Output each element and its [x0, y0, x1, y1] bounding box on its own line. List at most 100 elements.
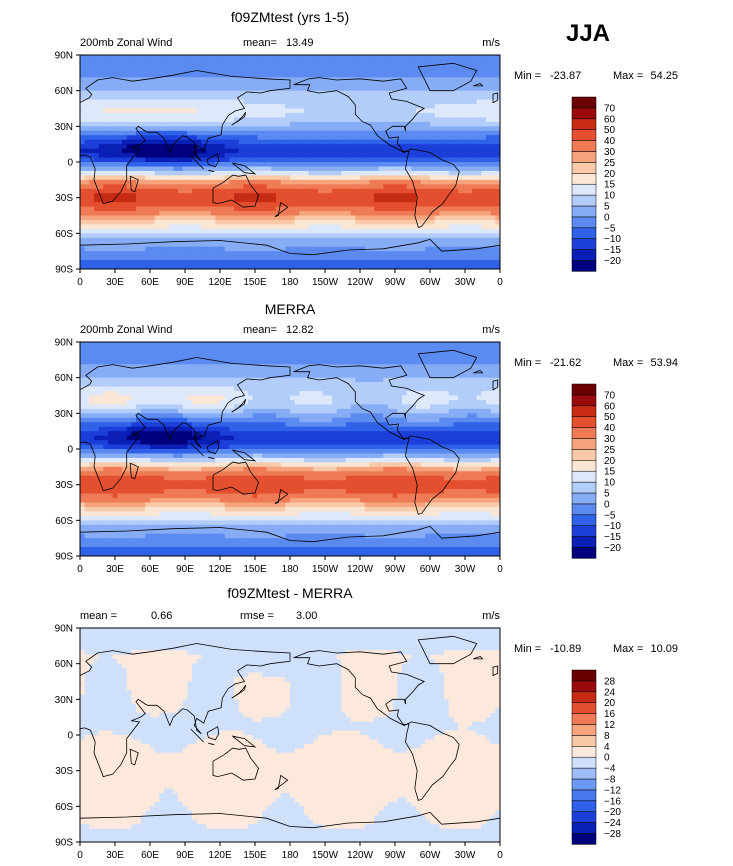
contour-cell: [476, 166, 482, 172]
contour-cell: [89, 264, 95, 269]
contour-cell: [420, 364, 426, 370]
contour-cell: [402, 264, 408, 269]
contour-cell: [168, 104, 174, 110]
contour-cell: [108, 368, 114, 374]
contour-cell: [234, 86, 240, 92]
contour-cell: [192, 55, 198, 61]
contour-cell: [322, 264, 328, 269]
contour-cell: [257, 63, 263, 69]
contour-cell: [262, 112, 268, 119]
contour-cell: [434, 359, 440, 365]
contour-cell: [472, 188, 478, 194]
contour-cell: [411, 233, 417, 239]
contour-cell: [84, 206, 90, 212]
contour-cell: [145, 86, 151, 92]
contour-cell: [481, 260, 487, 266]
contour-cell: [215, 184, 221, 190]
contour-cell: [182, 153, 188, 159]
contour-cell: [234, 193, 240, 199]
contour-cell: [374, 99, 380, 105]
contour-cell: [168, 228, 174, 234]
contour-cell: [145, 255, 151, 261]
contour-cell: [98, 95, 104, 101]
contour-cell: [364, 108, 370, 114]
contour-cell: [154, 242, 160, 248]
contour-cell: [112, 202, 118, 208]
contour-cell: [257, 255, 263, 261]
contour-cell: [346, 81, 352, 87]
contour-cell: [290, 350, 296, 356]
contour-cell: [178, 211, 184, 217]
contour-cell: [271, 193, 277, 199]
contour-cell: [145, 130, 151, 136]
contour-cell: [294, 364, 300, 370]
contour-cell: [243, 117, 249, 123]
contour-cell: [150, 237, 156, 243]
contour-cell: [234, 72, 240, 78]
contour-cell: [196, 202, 202, 208]
coastline: [80, 70, 291, 205]
contour-cell: [182, 359, 188, 365]
contour-cell: [136, 193, 142, 199]
contour-cell: [196, 255, 202, 261]
contour-cell: [444, 130, 450, 136]
contour-cell: [392, 175, 398, 181]
contour-cell: [411, 206, 417, 212]
contour-cell: [490, 86, 496, 92]
contour-cell: [322, 237, 328, 243]
contour-cell: [420, 215, 426, 221]
contour-cell: [112, 228, 118, 234]
contour-cell: [313, 233, 319, 239]
contour-cell: [178, 206, 184, 212]
contour-cell: [173, 255, 179, 261]
contour-cell: [178, 193, 184, 199]
contour-cell: [80, 193, 86, 199]
contour-cell: [490, 117, 496, 123]
contour-cell: [215, 246, 221, 252]
contour-cell: [196, 148, 202, 154]
contour-cell: [192, 95, 198, 101]
contour-cell: [173, 108, 179, 114]
contour-cell: [425, 355, 431, 361]
contour-cell: [159, 246, 165, 252]
contour-cell: [234, 166, 240, 172]
contour-cell: [467, 264, 473, 269]
contour-cell: [369, 255, 375, 261]
contour-cell: [294, 170, 300, 176]
contour-cell: [472, 153, 478, 159]
contour-cell: [276, 162, 282, 168]
contour-cell: [290, 104, 296, 110]
contour-cell: [350, 175, 356, 181]
contour-cell: [416, 77, 422, 83]
contour-cell: [238, 81, 244, 87]
contour-cell: [122, 260, 128, 266]
contour-cell: [243, 112, 249, 119]
contour-cell: [196, 86, 202, 92]
contour-cell: [196, 59, 202, 65]
contour-cell: [262, 148, 268, 154]
contour-cell: [196, 55, 202, 61]
contour-cell: [224, 188, 230, 194]
contour-cell: [266, 144, 272, 150]
contour-cell: [374, 108, 380, 114]
contour-cell: [280, 59, 286, 65]
contour-cell: [350, 86, 356, 92]
contour-cell: [327, 251, 333, 257]
contour-cell: [131, 368, 137, 374]
contour-cell: [150, 264, 156, 269]
contour-cell: [458, 72, 464, 78]
contour-cell: [108, 148, 114, 154]
contour-cell: [252, 117, 258, 123]
contour-cell: [94, 162, 100, 168]
contour-cell: [476, 197, 482, 203]
contour-cell: [360, 219, 366, 226]
contour-cell: [150, 108, 156, 114]
contour-cell: [192, 90, 198, 96]
contour-cell: [238, 193, 244, 199]
contour-cell: [215, 350, 221, 356]
contour-cell: [411, 359, 417, 365]
contour-cell: [117, 246, 123, 252]
contour-cell: [257, 179, 263, 185]
contour-cell: [299, 215, 305, 221]
contour-cell: [346, 126, 352, 132]
